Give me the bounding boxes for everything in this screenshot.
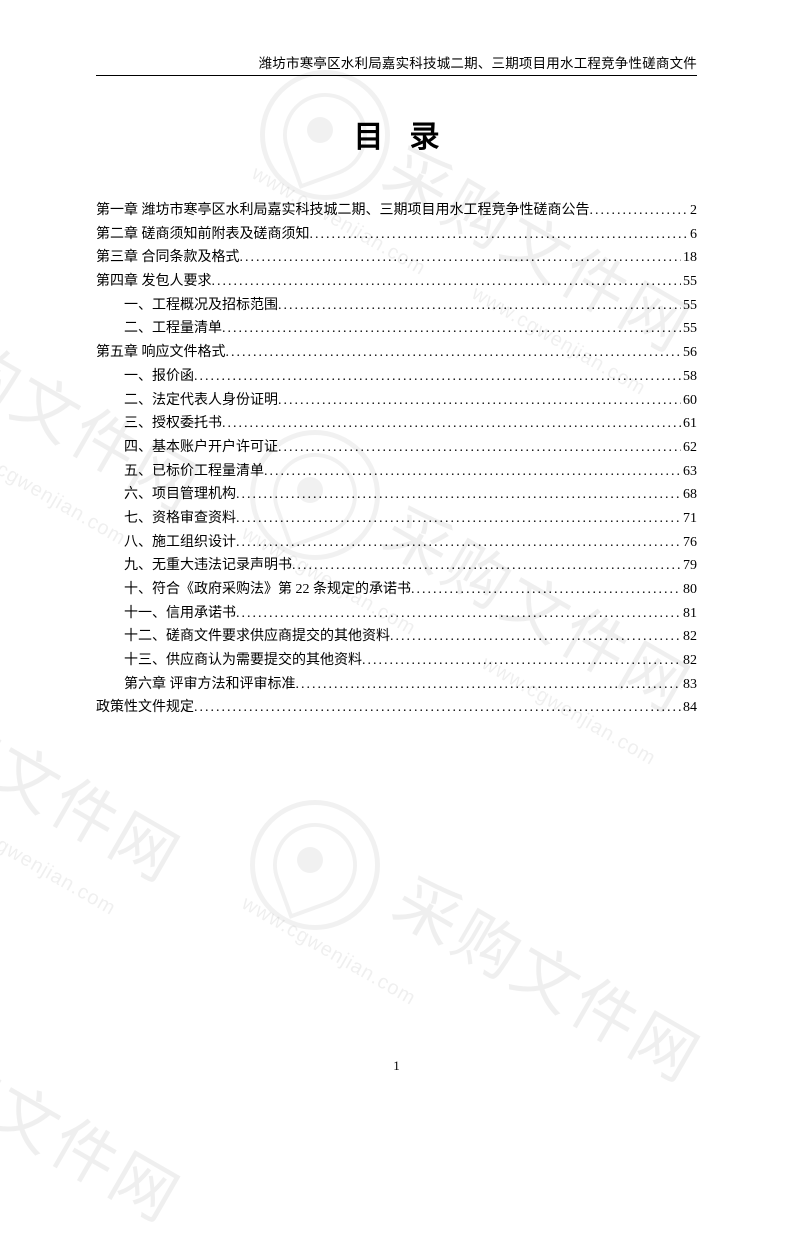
watermark-url: www.cgwenjian.com xyxy=(0,802,120,920)
toc-row: 二、工程量清单 55 xyxy=(96,318,697,340)
toc-row: 五、已标价工程量清单 63 xyxy=(96,461,697,483)
page-content: 潍坊市寒亭区水利局嘉实科技城二期、三期项目用水工程竞争性磋商文件 目录 第一章 … xyxy=(0,0,793,719)
toc-entry-page: 2 xyxy=(688,200,697,222)
toc-leader-dots xyxy=(292,555,681,577)
toc-row: 一、报价函 58 xyxy=(96,366,697,388)
toc-entry-label: 八、施工组织设计 xyxy=(124,532,236,554)
toc-entry-page: 82 xyxy=(681,650,697,672)
running-header: 潍坊市寒亭区水利局嘉实科技城二期、三期项目用水工程竞争性磋商文件 xyxy=(96,52,697,76)
toc-leader-dots xyxy=(278,390,681,412)
toc-entry-page: 76 xyxy=(681,532,697,554)
toc-entry-label: 十一、信用承诺书 xyxy=(124,603,236,625)
toc-leader-dots xyxy=(296,674,682,696)
watermark-url: www.cgwenjian.com xyxy=(237,892,419,1010)
toc-leader-dots xyxy=(226,342,682,364)
toc-entry-label: 第三章 合同条款及格式 xyxy=(96,247,240,269)
toc-leader-dots xyxy=(411,579,681,601)
toc-entry-label: 五、已标价工程量清单 xyxy=(124,461,264,483)
toc-entry-label: 二、法定代表人身份证明 xyxy=(124,390,278,412)
toc-entry-label: 第六章 评审方法和评审标准 xyxy=(124,674,296,696)
table-of-contents: 第一章 潍坊市寒亭区水利局嘉实科技城二期、三期项目用水工程竞争性磋商公告2第二章… xyxy=(96,200,697,719)
toc-row: 十一、信用承诺书 81 xyxy=(96,603,697,625)
toc-entry-label: 七、资格审查资料 xyxy=(124,508,236,530)
toc-entry-label: 四、基本账户开户许可证 xyxy=(124,437,278,459)
toc-entry-page: 55 xyxy=(681,271,697,293)
toc-row: 第二章 磋商须知前附表及磋商须知 6 xyxy=(96,224,697,246)
toc-entry-page: 82 xyxy=(681,626,697,648)
toc-entry-label: 六、项目管理机构 xyxy=(124,484,236,506)
toc-entry-label: 十三、供应商认为需要提交的其他资料 xyxy=(124,650,362,672)
toc-entry-label: 第二章 磋商须知前附表及磋商须知 xyxy=(96,224,310,246)
toc-entry-page: 71 xyxy=(681,508,697,530)
toc-entry-page: 83 xyxy=(681,674,697,696)
toc-entry-page: 80 xyxy=(681,579,697,601)
toc-leader-dots xyxy=(236,603,681,625)
toc-row: 七、资格审查资料 71 xyxy=(96,508,697,530)
toc-entry-label: 第五章 响应文件格式 xyxy=(96,342,226,364)
toc-entry-page: 63 xyxy=(681,461,697,483)
toc-entry-label: 十二、磋商文件要求供应商提交的其他资料 xyxy=(124,626,390,648)
toc-leader-dots xyxy=(240,247,682,269)
toc-entry-page: 62 xyxy=(681,437,697,459)
toc-row: 第四章 发包人要求 55 xyxy=(96,271,697,293)
toc-row: 十三、供应商认为需要提交的其他资料 82 xyxy=(96,650,697,672)
toc-leader-dots xyxy=(278,437,681,459)
toc-row: 十、符合《政府采购法》第 22 条规定的承诺书 80 xyxy=(96,579,697,601)
toc-row: 十二、磋商文件要求供应商提交的其他资料 82 xyxy=(96,626,697,648)
toc-entry-page: 68 xyxy=(681,484,697,506)
toc-entry-page: 58 xyxy=(681,366,697,388)
toc-leader-dots xyxy=(390,626,681,648)
toc-leader-dots xyxy=(310,224,689,246)
toc-leader-dots xyxy=(362,650,681,672)
toc-entry-page: 60 xyxy=(681,390,697,412)
toc-row: 政策性文件规定 84 xyxy=(96,697,697,719)
toc-leader-dots xyxy=(264,461,681,483)
toc-leader-dots xyxy=(236,484,681,506)
toc-entry-page: 6 xyxy=(688,224,697,246)
toc-entry-page: 79 xyxy=(681,555,697,577)
toc-entry-label: 二、工程量清单 xyxy=(124,318,222,340)
toc-leader-dots xyxy=(590,200,689,222)
toc-row: 第五章 响应文件格式 56 xyxy=(96,342,697,364)
toc-row: 第六章 评审方法和评审标准 83 xyxy=(96,674,697,696)
toc-entry-page: 55 xyxy=(681,318,697,340)
toc-entry-label: 十、符合《政府采购法》第 22 条规定的承诺书 xyxy=(124,579,411,601)
watermark-text: 采购文件网 xyxy=(0,991,200,1241)
toc-entry-page: 56 xyxy=(681,342,697,364)
toc-leader-dots xyxy=(194,697,681,719)
toc-entry-label: 一、工程概况及招标范围 xyxy=(124,295,278,317)
toc-leader-dots xyxy=(212,271,682,293)
toc-entry-page: 61 xyxy=(681,413,697,435)
toc-row: 二、法定代表人身份证明 60 xyxy=(96,390,697,412)
toc-entry-page: 84 xyxy=(681,697,697,719)
toc-entry-label: 一、报价函 xyxy=(124,366,194,388)
toc-leader-dots xyxy=(236,532,681,554)
toc-row: 六、项目管理机构 68 xyxy=(96,484,697,506)
toc-row: 第一章 潍坊市寒亭区水利局嘉实科技城二期、三期项目用水工程竞争性磋商公告 2 xyxy=(96,200,697,222)
toc-entry-label: 三、授权委托书 xyxy=(124,413,222,435)
page-number: 1 xyxy=(0,1058,793,1074)
toc-entry-page: 55 xyxy=(681,295,697,317)
toc-leader-dots xyxy=(278,295,681,317)
toc-leader-dots xyxy=(236,508,681,530)
toc-row: 第三章 合同条款及格式 18 xyxy=(96,247,697,269)
toc-row: 三、授权委托书 61 xyxy=(96,413,697,435)
toc-entry-label: 政策性文件规定 xyxy=(96,697,194,719)
toc-row: 一、工程概况及招标范围 55 xyxy=(96,295,697,317)
toc-entry-page: 81 xyxy=(681,603,697,625)
toc-leader-dots xyxy=(222,318,681,340)
toc-entry-label: 九、无重大违法记录声明书 xyxy=(124,555,292,577)
toc-row: 八、施工组织设计 76 xyxy=(96,532,697,554)
toc-row: 九、无重大违法记录声明书 79 xyxy=(96,555,697,577)
toc-entry-label: 第四章 发包人要求 xyxy=(96,271,212,293)
toc-row: 四、基本账户开户许可证 62 xyxy=(96,437,697,459)
toc-entry-label: 第一章 潍坊市寒亭区水利局嘉实科技城二期、三期项目用水工程竞争性磋商公告 xyxy=(96,200,590,222)
toc-title: 目录 xyxy=(96,112,697,156)
toc-leader-dots xyxy=(194,366,681,388)
toc-entry-page: 18 xyxy=(681,247,697,269)
toc-leader-dots xyxy=(222,413,681,435)
